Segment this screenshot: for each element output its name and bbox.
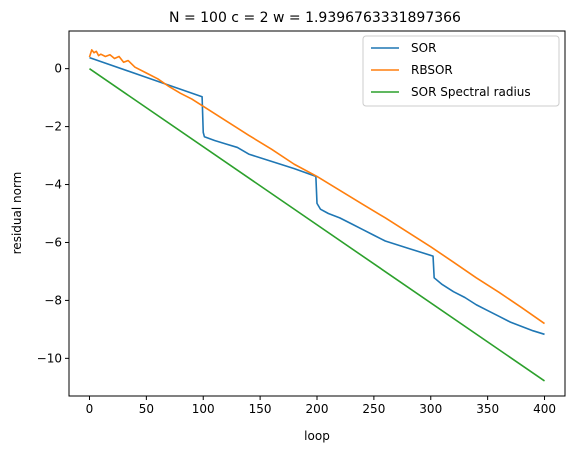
x-tick-label: 400 [533, 402, 556, 416]
chart-title: N = 100 c = 2 w = 1.9396763331897366 [169, 10, 461, 26]
x-tick-label: 250 [362, 402, 385, 416]
y-tick-label: −4 [44, 178, 62, 192]
series-line-rbsor [88, 49, 545, 325]
legend-label: SOR [411, 41, 436, 55]
series-line-sor-spectral-radius [89, 68, 545, 382]
y-tick-label: −6 [44, 235, 62, 249]
x-tick-label: 150 [249, 402, 272, 416]
legend-box [362, 35, 560, 107]
legend: SOR RBSOR SOR Spectral radius [362, 35, 560, 107]
series-line-sor [89, 56, 545, 336]
legend-label: RBSOR [411, 63, 453, 77]
x-tick-label: 50 [139, 402, 154, 416]
x-tick-label: 300 [419, 402, 442, 416]
y-axis-label: residual norm [10, 172, 24, 255]
y-tick-label: 0 [54, 62, 62, 76]
x-tick-label: 0 [86, 402, 94, 416]
x-axis-label: loop [304, 429, 330, 443]
x-tick-label: 200 [306, 402, 329, 416]
x-tick-label: 350 [476, 402, 499, 416]
x-axis: 0 50 100 150 200 250 300 350 400 [86, 396, 556, 416]
y-tick-label: −2 [44, 120, 62, 134]
y-tick-label: −8 [44, 293, 62, 307]
y-tick-label: −10 [37, 351, 62, 365]
plot-area [88, 49, 545, 382]
legend-label: SOR Spectral radius [411, 85, 531, 99]
x-tick-label: 100 [192, 402, 215, 416]
y-axis: 0 −2 −4 −6 −8 −10 [37, 62, 69, 365]
